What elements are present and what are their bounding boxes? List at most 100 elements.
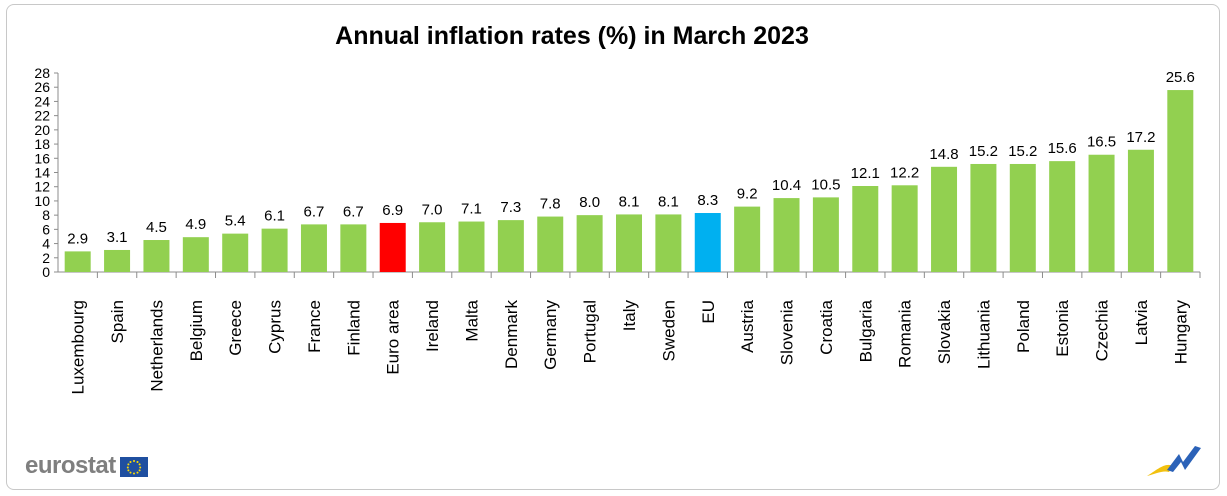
category-label: Romania: [896, 299, 915, 368]
category-label: Hungary: [1171, 300, 1190, 365]
value-label: 16.5: [1087, 134, 1116, 151]
value-label: 6.7: [304, 203, 325, 220]
value-label: 8.1: [619, 193, 640, 210]
bar-austria: [734, 206, 761, 272]
category-label: Estonia: [1053, 299, 1072, 356]
category-label: Portugal: [581, 300, 600, 363]
value-label: 3.1: [107, 229, 128, 246]
category-label: Luxembourg: [69, 300, 88, 395]
bar-greece: [222, 233, 249, 272]
bar-germany: [537, 216, 564, 272]
eurostat-swoosh-icon: [1147, 446, 1201, 476]
bar-croatia: [812, 197, 839, 272]
y-tick-label: 26: [34, 79, 50, 95]
category-label: Lithuania: [974, 299, 993, 369]
category-label: Germany: [541, 300, 560, 370]
y-tick-label: 2: [42, 250, 50, 266]
category-label: Finland: [344, 300, 363, 356]
value-label: 4.5: [146, 219, 167, 236]
eurostat-wordmark: eurostat: [25, 452, 116, 479]
value-label: 6.1: [264, 208, 285, 225]
value-label: 15.2: [969, 143, 998, 160]
y-tick-label: 10: [34, 193, 50, 209]
category-label: Netherlands: [147, 300, 166, 392]
category-label: France: [305, 300, 324, 353]
category-label: Sweden: [659, 300, 678, 361]
bar-poland: [1009, 163, 1036, 272]
category-label: Malta: [462, 299, 481, 341]
y-tick-label: 22: [34, 108, 50, 124]
y-tick-label: 6: [42, 221, 50, 237]
bar-finland: [340, 224, 367, 272]
category-label: Bulgaria: [856, 299, 875, 362]
value-label: 17.2: [1126, 129, 1155, 146]
eu-flag-icon: [119, 457, 148, 477]
value-label: 8.3: [697, 192, 718, 209]
category-label: Slovenia: [778, 299, 797, 365]
bar-hungary: [1167, 90, 1194, 272]
bar-italy: [616, 214, 642, 272]
bar-luxembourg: [64, 251, 91, 272]
value-label: 25.6: [1166, 69, 1195, 86]
y-tick-label: 16: [34, 150, 50, 166]
category-label: Denmark: [502, 300, 521, 369]
value-label: 15.6: [1048, 140, 1077, 157]
value-label: 5.4: [225, 213, 246, 230]
bar-slovakia: [931, 166, 958, 272]
category-label: Poland: [1014, 300, 1033, 353]
value-label: 10.5: [811, 176, 840, 193]
bar-euro-area: [379, 222, 406, 272]
bar-cyprus: [261, 228, 288, 272]
value-label: 9.2: [737, 186, 758, 203]
value-label: 15.2: [1008, 143, 1037, 160]
value-label: 12.2: [890, 164, 919, 181]
bar-lithuania: [970, 163, 997, 272]
category-label: EU: [699, 300, 718, 324]
y-tick-label: 20: [34, 122, 50, 138]
category-label: Greece: [226, 300, 245, 356]
y-tick-label: 8: [42, 207, 50, 223]
bar-romania: [891, 185, 918, 272]
value-label: 7.1: [461, 201, 482, 218]
value-label: 4.9: [185, 216, 206, 233]
category-label: Austria: [738, 299, 757, 352]
y-tick-label: 4: [42, 236, 50, 252]
value-label: 10.4: [772, 177, 801, 194]
bar-czechia: [1088, 154, 1115, 272]
value-label: 6.7: [343, 203, 364, 220]
value-label: 2.9: [67, 230, 88, 247]
bar-portugal: [576, 215, 603, 272]
value-label: 14.8: [929, 146, 958, 163]
bar-spain: [104, 249, 131, 272]
y-tick-label: 18: [34, 136, 50, 152]
value-label: 8.0: [579, 194, 600, 211]
value-label: 7.3: [500, 199, 521, 216]
bar-malta: [458, 221, 485, 272]
category-label: Belgium: [187, 300, 206, 361]
bar-ireland: [419, 222, 446, 272]
category-label: Ireland: [423, 300, 442, 352]
category-label: Slovakia: [935, 299, 954, 364]
bar-netherlands: [143, 240, 170, 272]
bar-france: [300, 224, 327, 272]
value-label: 6.9: [382, 202, 403, 219]
value-label: 7.8: [540, 196, 561, 213]
category-label: Cyprus: [266, 300, 285, 354]
bar-sweden: [655, 214, 682, 272]
y-tick-label: 24: [34, 93, 50, 109]
bar-bulgaria: [852, 186, 879, 272]
category-label: Italy: [620, 300, 639, 332]
category-label: Euro area: [384, 299, 403, 374]
y-tick-label: 0: [42, 264, 50, 280]
chart-title: Annual inflation rates (%) in March 2023: [335, 22, 809, 50]
bar-eu: [694, 213, 721, 272]
value-label: 8.1: [658, 193, 679, 210]
y-tick-label: 28: [34, 65, 50, 81]
eurostat-logo: eurostat: [25, 452, 148, 480]
bar-denmark: [497, 220, 524, 272]
bar-belgium: [182, 237, 209, 272]
y-tick-label: 14: [34, 165, 50, 181]
category-label: Latvia: [1132, 299, 1151, 345]
bar-slovenia: [773, 198, 800, 272]
